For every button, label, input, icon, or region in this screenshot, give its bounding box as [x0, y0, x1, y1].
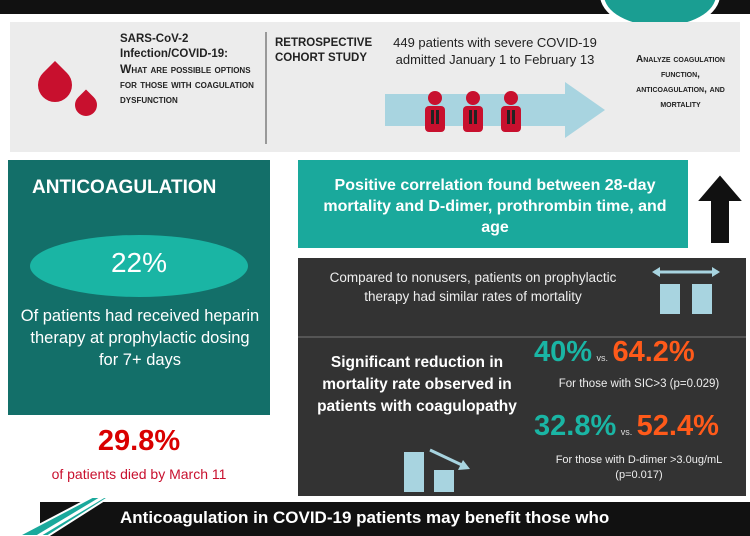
ddimer-note: For those with D-dimer >3.0ug/mL (p=0.01… — [555, 454, 723, 481]
reduction-text: Significant reduction in mortality rate … — [317, 354, 517, 415]
analyze-text: Analyze coagulation function, anticoagul… — [636, 54, 725, 110]
ddimer-untreated-percent: 52.4% — [636, 410, 719, 442]
decrease-bars-icon — [404, 448, 470, 492]
mortality-description: of patients died by March 11 — [51, 466, 227, 482]
heparin-description: Of patients had received heparin therapy… — [20, 307, 260, 369]
footer-band — [40, 502, 750, 536]
patients-text: 449 patients with severe COVID-19 admitt… — [393, 35, 597, 67]
top-band — [0, 0, 750, 14]
ddimer-treated-percent: 32.8% — [534, 410, 617, 442]
syringe-icon — [18, 498, 110, 536]
up-arrow-icon — [694, 172, 746, 245]
patients-arrow-icon — [385, 82, 605, 138]
header-panel — [10, 22, 740, 152]
sic-treated-percent: 40% — [534, 336, 593, 368]
header-title-line1: SARS-CoV-2 — [120, 33, 189, 45]
prophylactic-text: Compared to nonusers, patients on prophy… — [329, 270, 617, 304]
ddimer-comparison: 32.8% vs. 52.4% — [534, 410, 744, 443]
study-label: RETROSPECTIVE COHORT STUDY — [275, 37, 373, 64]
vs-label: vs. — [596, 353, 609, 363]
correlation-panel — [298, 160, 688, 248]
results-divider — [298, 336, 746, 338]
sic-comparison: 40% vs. 64.2% — [534, 336, 744, 369]
header-title: SARS-CoV-2 Infection/COVID-19: What are … — [120, 32, 265, 107]
equal-bars-icon — [652, 267, 720, 314]
header-subtitle: What are possible options for those with… — [120, 62, 254, 106]
footer-text: Anticoagulation in COVID-19 patients may… — [120, 508, 610, 527]
correlation-text: Positive correlation found between 28-da… — [323, 177, 667, 236]
sic-untreated-percent: 64.2% — [612, 336, 695, 368]
vs-label: vs. — [620, 427, 633, 437]
sic-note: For those with SIC>3 (p=0.029) — [558, 378, 720, 390]
anticoagulation-percent: 22% — [110, 247, 168, 278]
percent-oval — [30, 235, 248, 297]
anticoagulation-title: ANTICOAGULATION — [32, 177, 217, 198]
mortality-percent: 29.8% — [97, 425, 181, 457]
header-divider — [265, 32, 267, 144]
header-title-line2: Infection/COVID-19: — [120, 48, 228, 60]
